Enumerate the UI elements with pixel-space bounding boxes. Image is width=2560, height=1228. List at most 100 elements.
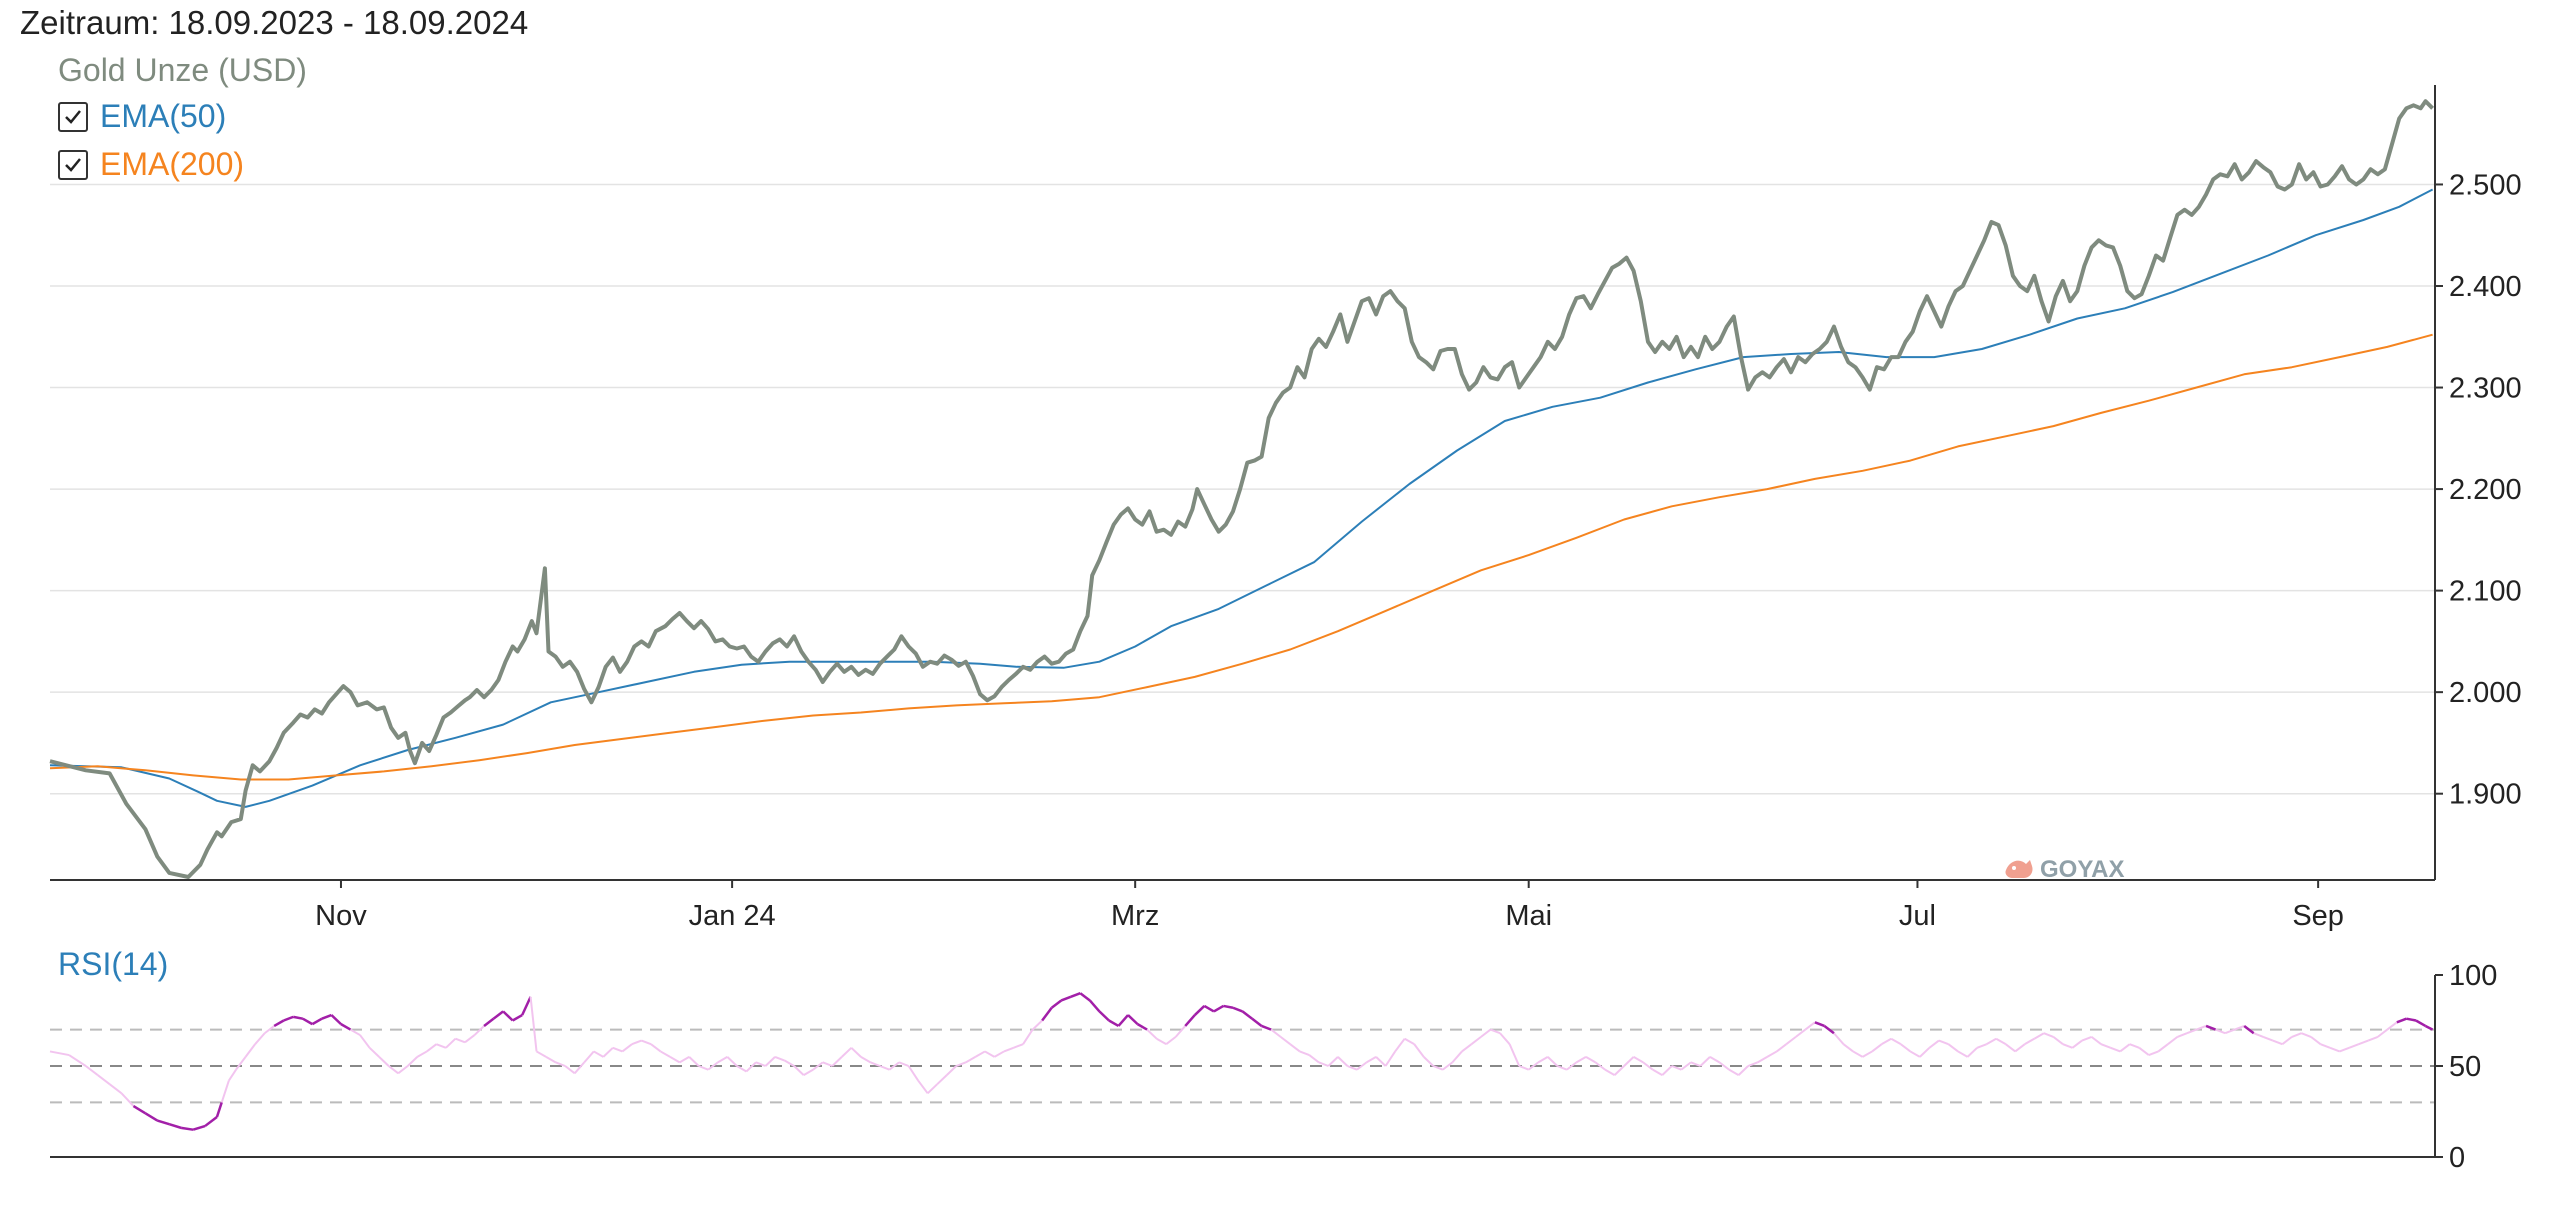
checkmark-icon [65,157,81,172]
rsi-segment [1766,1050,1778,1058]
rsi-segment [302,1017,313,1026]
legend-item-ema200[interactable]: EMA(200) [58,146,244,183]
rsi-segment [1117,1014,1129,1027]
rsi-segment [1833,1032,1845,1045]
rsi-segment [822,1061,833,1067]
rsi-segment [483,1017,495,1027]
rsi-segment [492,1010,504,1020]
rsi-segment [1699,1056,1711,1067]
rsi-segment [1022,1029,1034,1045]
rsi-segment [2090,1036,2102,1045]
rsi-segment [2253,1032,2264,1038]
rsi-segment [1098,1010,1110,1022]
rsi-segment [621,1043,633,1053]
rsi-segment [1909,1050,1921,1058]
rsi-segment [1079,992,1091,1002]
rsi-segment [407,1056,418,1067]
rsi-segment [1299,1050,1310,1057]
rsi-segment [679,1056,690,1064]
rsi-segment [1289,1043,1301,1053]
rsi-segment [2377,1028,2388,1038]
rsi-segment [2014,1043,2026,1053]
rsi-segment [156,1119,170,1126]
y-tick-label: 2.000 [2449,677,2522,709]
rsi-segment [2062,1043,2073,1049]
rsi-segment [736,1065,747,1073]
rsi-tick-label: 0 [2449,1142,2465,1174]
rsi-segment [1384,1050,1396,1067]
rsi-segment [1165,1036,1177,1045]
rsi-segment [831,1056,843,1067]
rsi-segment [168,1123,182,1130]
rsi-segment [2005,1043,2016,1053]
rsi-segment [464,1034,476,1044]
rsi-segment [2396,1017,2407,1024]
rsi-segment [984,1050,995,1058]
rsi-segment [1556,1065,1568,1071]
rsi-segment [1174,1025,1187,1038]
rsi-segment [2272,1039,2283,1046]
goyax-watermark-text: GOYAX [2040,856,2124,883]
rsi-segment [1003,1046,1014,1053]
rsi-segment [717,1056,728,1064]
ema200-checkbox[interactable] [58,149,88,180]
rsi-segment [455,1037,466,1044]
rsi-segment [841,1047,853,1058]
rsi-segment [254,1032,266,1045]
gold-price-line [49,99,2435,879]
rsi-segment [1127,1014,1139,1026]
x-tick-label: Sep [2292,900,2344,932]
rsi-segment [2329,1046,2340,1053]
rsi-segment [745,1061,757,1073]
rsi-segment [502,1010,514,1022]
rsi-segment [330,1014,342,1026]
ema200-legend-label: EMA(200) [100,146,245,182]
rsi-segment [536,1050,547,1058]
rsi-segment [1642,1061,1654,1071]
x-tick-label: Mrz [1111,900,1159,932]
rsi-segment [2186,1028,2197,1035]
rsi-segment [1432,1065,1444,1071]
rsi-segment [545,1056,557,1064]
legend-item-ema50[interactable]: EMA(50) [58,98,226,135]
rsi-segment [669,1056,681,1064]
rsi-segment [860,1056,871,1064]
rsi-segment [870,1061,881,1067]
rsi-segment [321,1013,332,1020]
ema50-checkbox[interactable] [58,101,88,132]
rsi-segment [2310,1036,2322,1045]
rsi-segment [293,1015,304,1020]
rsi-segment [2177,1032,2188,1038]
rsi-segment [602,1047,614,1058]
price-series [49,99,2435,879]
rsi-segment [2024,1037,2035,1046]
rsi-segment [109,1083,123,1095]
rsi-segment [2320,1043,2331,1049]
rsi-segment [1490,1028,1501,1035]
rsi-segment [2110,1046,2121,1053]
ema200-line [49,333,2433,781]
rsi-segment [244,1043,256,1058]
rsi-segment [793,1065,805,1076]
rsi-segment [1613,1065,1625,1076]
rsi-segment [917,1079,929,1094]
rsi-segment [2262,1035,2274,1042]
rsi-segment [2033,1032,2045,1040]
rsi-segment [850,1047,862,1058]
rsi-series [49,992,2434,1131]
rsi-segment [1718,1061,1730,1071]
rsi-segment [764,1056,776,1067]
rsi-segment [378,1056,390,1067]
x-tick-label: Nov [315,900,367,932]
rsi-segment [555,1061,566,1067]
rsi-segment [1041,1007,1053,1022]
rsi-segment [955,1061,967,1067]
rsi-segment [2167,1036,2179,1045]
rsi-segment [993,1050,1005,1058]
rsi-segment [264,1025,275,1035]
rsi-segment [2406,1017,2417,1022]
rsi-segment [235,1056,247,1071]
rsi-segment [573,1061,585,1074]
rsi-segment [1652,1068,1663,1076]
